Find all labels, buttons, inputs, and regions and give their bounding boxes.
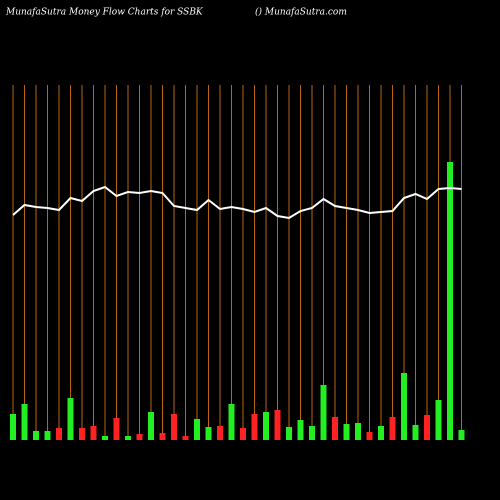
bar (228, 404, 235, 440)
bar (320, 385, 327, 440)
bar (240, 428, 246, 440)
bar (309, 426, 315, 440)
bar (217, 426, 223, 440)
bar (343, 424, 350, 440)
bar (21, 404, 28, 440)
bar (435, 400, 442, 440)
bar (297, 420, 304, 440)
bar (113, 418, 120, 440)
bar (355, 423, 361, 440)
bar (194, 419, 200, 440)
bar (286, 427, 292, 440)
bar (136, 434, 143, 440)
bar (378, 426, 384, 440)
bar (90, 426, 97, 440)
bar (102, 436, 108, 440)
bar (263, 412, 269, 440)
bar (33, 431, 39, 440)
bar (67, 398, 74, 440)
bar (389, 417, 396, 440)
bar (458, 430, 465, 440)
bar (148, 412, 154, 440)
bar (366, 432, 373, 440)
bar (412, 425, 419, 440)
bar (274, 410, 281, 440)
bar (44, 431, 51, 440)
chart-title: MunafaSutra Money Flow Charts for SSBK (5, 8, 204, 18)
bar (205, 427, 212, 440)
bar (251, 414, 258, 440)
bar (424, 415, 430, 440)
bar (125, 436, 131, 440)
bar (447, 162, 453, 440)
bar (171, 414, 177, 440)
bar (182, 436, 189, 440)
chart-subtitle: () MunafaSutra.com (255, 7, 347, 18)
bar (159, 433, 166, 440)
bar (79, 428, 85, 440)
bar (401, 373, 407, 440)
bar (56, 428, 62, 440)
money-flow-line (12, 185, 462, 220)
bar (332, 417, 338, 440)
bar (10, 414, 16, 440)
